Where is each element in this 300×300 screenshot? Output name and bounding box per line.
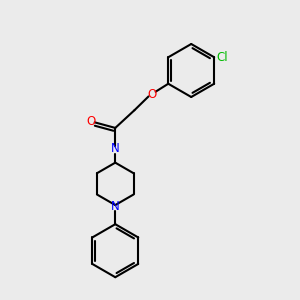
Text: O: O bbox=[148, 88, 157, 100]
Text: Cl: Cl bbox=[217, 51, 228, 64]
Text: N: N bbox=[111, 200, 120, 213]
Text: N: N bbox=[111, 142, 120, 155]
Text: O: O bbox=[86, 115, 96, 128]
